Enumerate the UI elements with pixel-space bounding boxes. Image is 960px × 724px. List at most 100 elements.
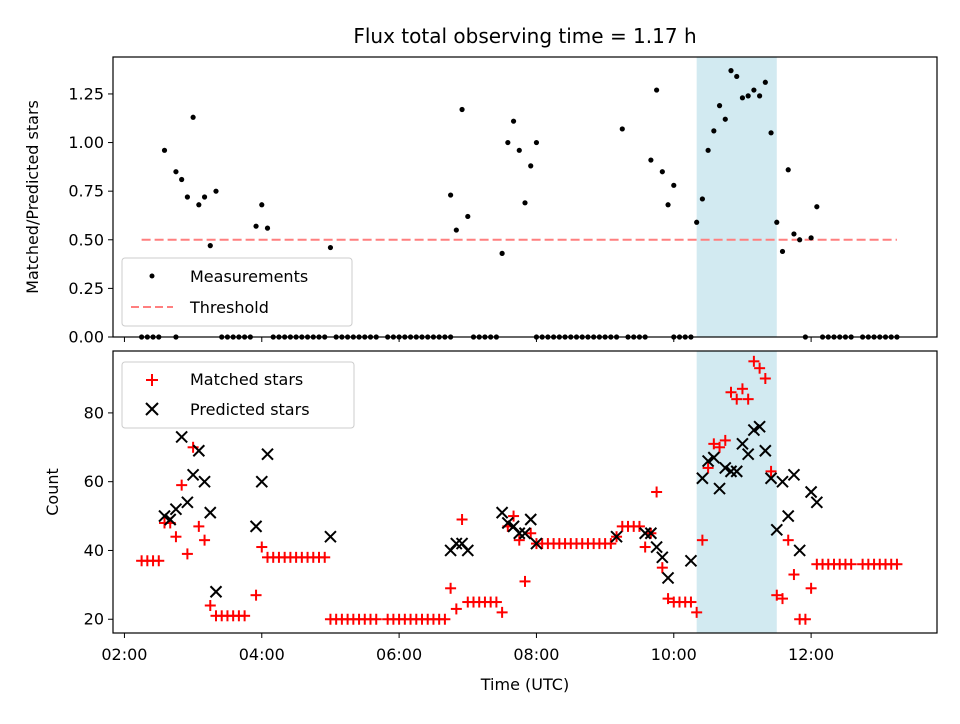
matched-stars-point	[651, 486, 663, 498]
matched-stars-point	[731, 393, 743, 405]
matched-stars-point	[319, 551, 331, 563]
predicted-stars-point	[701, 454, 715, 468]
predicted-stars-point	[684, 554, 698, 567]
matched-stars-point	[891, 558, 903, 570]
top-y-axis-label: Matched/Predicted stars	[23, 100, 42, 294]
matched-stars-point	[525, 527, 537, 539]
measurement-point	[654, 87, 660, 93]
measurement-point	[694, 219, 700, 225]
measurement-point	[528, 163, 534, 169]
matched-stars-point	[788, 569, 800, 581]
predicted-stars-point	[661, 571, 675, 585]
y-tick-label: 0.50	[68, 230, 104, 249]
matched-stars-point	[725, 386, 737, 398]
y-tick-label: 20	[84, 610, 104, 629]
shaded-region	[696, 351, 777, 633]
legend-measurements-marker	[149, 273, 155, 279]
y-tick-label: 0.00	[68, 328, 104, 347]
matched-stars-point	[204, 599, 216, 611]
matched-stars-point	[845, 558, 857, 570]
predicted-stars-point	[169, 502, 183, 516]
y-tick-label: 1.00	[68, 133, 104, 152]
matched-stars-point	[239, 610, 251, 622]
measurement-point	[259, 202, 265, 208]
matched-stars-point	[445, 582, 457, 594]
measurement-point	[522, 200, 528, 206]
x-tick-label: 02:00	[101, 645, 147, 664]
matched-stars-point	[199, 534, 211, 546]
predicted-stars-point	[261, 447, 274, 461]
predicted-stars-point	[255, 475, 268, 488]
measurement-point	[179, 176, 185, 183]
predicted-stars-point	[501, 516, 515, 530]
matched-stars-point	[508, 510, 520, 522]
measurement-point	[739, 95, 746, 101]
matched-stars-point	[450, 603, 462, 615]
predicted-stars-point	[759, 444, 772, 457]
predicted-stars-point	[524, 513, 537, 526]
shaded-region	[696, 57, 777, 337]
predicted-stars-point	[204, 506, 217, 519]
predicted-stars-point	[741, 447, 755, 461]
y-tick-label: 0.25	[68, 279, 104, 298]
matched-stars-point	[176, 479, 188, 491]
top-panel: Flux total observing time = 1.17 h 0.000…	[23, 24, 938, 347]
measurement-point	[705, 147, 711, 153]
matched-stars-point	[639, 541, 651, 553]
predicted-stars-point	[810, 496, 824, 509]
predicted-stars-point	[181, 496, 194, 509]
predicted-stars-point	[324, 530, 337, 543]
measurement-point	[184, 194, 190, 200]
measurement-point	[516, 147, 522, 153]
matched-stars-point	[759, 373, 771, 385]
legend-matched-label: Matched stars	[190, 370, 303, 389]
predicted-stars-point	[707, 451, 721, 464]
measurement-point	[648, 157, 654, 163]
predicted-stars-point	[650, 540, 663, 554]
matched-stars-point	[256, 541, 268, 553]
measurement-point	[722, 116, 728, 122]
predicted-stars-point	[513, 527, 526, 540]
predicted-stars-point	[804, 485, 818, 499]
matched-stars-point	[513, 534, 525, 546]
predicted-stars-point	[793, 544, 806, 557]
bottom-x-axis-label: Time (UTC)	[480, 675, 569, 694]
measurement-point	[510, 118, 517, 124]
matched-stars-point	[656, 562, 668, 574]
predicted-stars-point	[730, 465, 743, 478]
measurement-point	[808, 235, 814, 241]
predicted-stars-point	[209, 585, 223, 598]
y-tick-label: 40	[84, 541, 104, 560]
predicted-stars-point	[610, 530, 623, 543]
matched-stars-point	[439, 613, 451, 625]
x-tick-label: 04:00	[239, 645, 285, 664]
predicted-stars-point	[158, 509, 171, 523]
measurement-point	[762, 79, 768, 85]
legend-threshold-label: Threshold	[189, 298, 269, 317]
matched-stars-point	[805, 582, 817, 594]
measurement-point	[505, 139, 511, 146]
predicted-stars-point	[747, 423, 761, 437]
matched-stars-point	[490, 596, 502, 608]
matched-stars-point	[714, 441, 726, 453]
measurement-point	[779, 248, 786, 255]
bottom-shaded-span	[696, 351, 777, 633]
predicted-stars-point	[713, 482, 726, 495]
top-legend: Measurements Threshold	[121, 257, 353, 327]
legend-predicted-marker	[145, 402, 159, 416]
bottom-y-axis-label: Count	[43, 468, 62, 516]
predicted-stars-point	[192, 444, 206, 457]
matched-stars-point	[250, 589, 262, 601]
matched-stars-point	[702, 462, 714, 474]
predicted-stars-point	[753, 420, 766, 433]
measurement-point	[465, 213, 471, 220]
measurement-point	[161, 147, 168, 153]
top-axes-frame	[112, 56, 938, 338]
bottom-y-ticks: 20 40 60 80	[84, 403, 113, 629]
matched-stars-point	[719, 434, 731, 446]
y-tick-label: 0.75	[68, 182, 104, 201]
matched-stars-point	[519, 575, 531, 587]
matched-stars-point	[799, 613, 811, 625]
